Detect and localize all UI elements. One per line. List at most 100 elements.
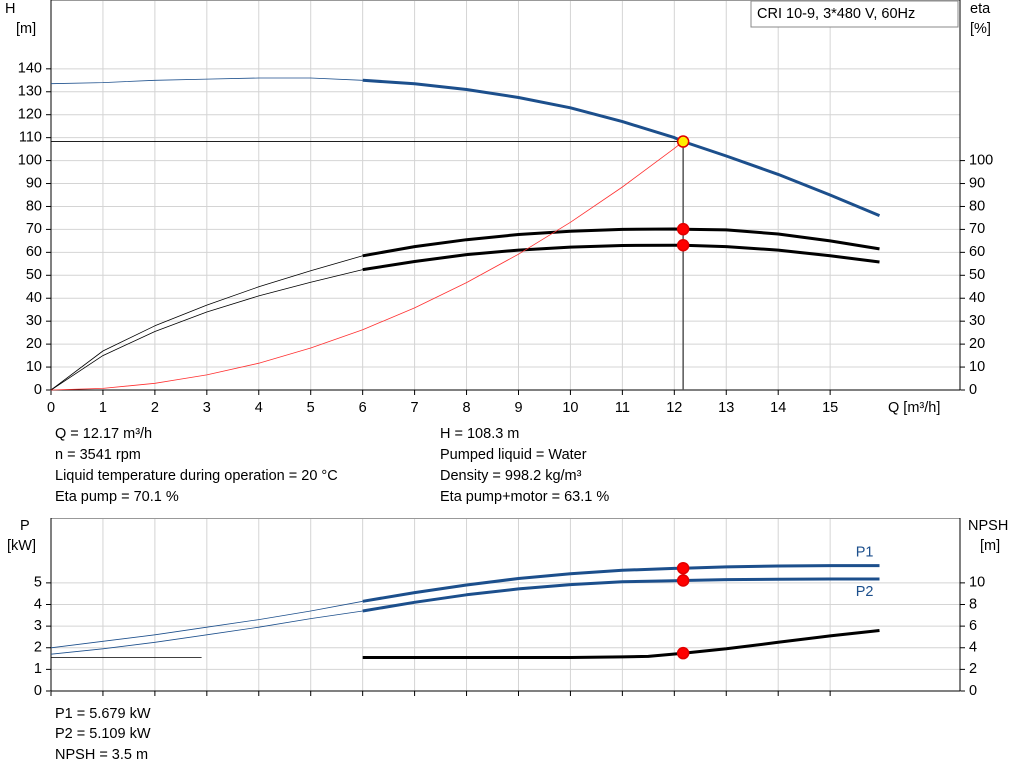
y2-axis-unit: [m] [980, 538, 1000, 554]
curve-thin [50, 141, 684, 391]
y2-tick-label: 90 [969, 175, 985, 191]
operating-info: Q = 12.17 m³/h n = 3541 rpm Liquid tempe… [55, 426, 609, 505]
y-tick-label: 120 [18, 107, 42, 123]
y2-tick-label: 8 [969, 596, 977, 612]
y-tick-label: 4 [34, 596, 42, 612]
y-tick-label: 130 [18, 84, 42, 100]
x-tick-label: 14 [770, 400, 786, 416]
y2-tick-label: 70 [969, 221, 985, 237]
y-tick-label: 5 [34, 575, 42, 591]
info-line: n = 3541 rpm [55, 447, 141, 463]
y2-tick-label: 50 [969, 267, 985, 283]
chart-title: CRI 10-9, 3*480 V, 60Hz [757, 6, 915, 22]
y2-tick-label: 6 [969, 618, 977, 634]
y-tick-label: 70 [26, 221, 42, 237]
info-line: Eta pump = 70.1 % [55, 489, 179, 505]
x-tick-label: 2 [151, 400, 159, 416]
info-line: Density = 998.2 kg/m³ [440, 468, 582, 484]
x-tick-label: 8 [463, 400, 471, 416]
info-line: Liquid temperature during operation = 20… [55, 468, 338, 484]
y-tick-label: 140 [18, 61, 42, 77]
info-line: H = 108.3 m [440, 426, 519, 442]
curve-thick [362, 243, 880, 272]
y2-tick-label: 10 [969, 359, 985, 375]
y-tick-label: 0 [34, 382, 42, 398]
plots: 0 1 2 3 4 5 6 7 8 9 10 11 12 13 14 15010203040506070809… [18, 0, 993, 699]
operating-point [676, 222, 690, 236]
info-line: Pumped liquid = Water [440, 447, 587, 463]
curve-thin [50, 269, 363, 391]
y2-tick-label: 0 [969, 683, 977, 699]
curve-thin [50, 600, 363, 649]
y-tick-label: 1 [34, 661, 42, 677]
y2-tick-label: 60 [969, 244, 985, 260]
y-tick-label: 20 [26, 336, 42, 352]
curve-thin [50, 610, 363, 655]
y2-tick-label: 80 [969, 198, 985, 214]
x-tick-label: 10 [562, 400, 578, 416]
y2-tick-label: 30 [969, 313, 985, 329]
x-tick-label: 7 [411, 400, 419, 416]
x-tick-label: 15 [822, 400, 838, 416]
y-axis-unit: [kW] [7, 538, 36, 554]
y-tick-label: 40 [26, 290, 42, 306]
y-tick-label: 30 [26, 313, 42, 329]
curve-thin [50, 77, 363, 85]
series-label: P1 [856, 544, 874, 560]
info-line: Eta pump+motor = 63.1 % [440, 489, 609, 505]
curve-thick [362, 227, 880, 258]
operating-point [676, 646, 690, 660]
y2-axis-unit: [%] [970, 21, 991, 37]
x-tick-label: 13 [718, 400, 734, 416]
y-tick-label: 3 [34, 618, 42, 634]
y-tick-label: 2 [34, 640, 42, 656]
y2-tick-label: 10 [969, 575, 985, 591]
series-label: P2 [856, 584, 874, 600]
y-tick-label: 100 [18, 152, 42, 168]
y-tick-label: 0 [34, 683, 42, 699]
info-line: NPSH = 3.5 m [55, 747, 148, 763]
y2-axis-label: NPSH [968, 518, 1008, 534]
y-tick-label: 50 [26, 267, 42, 283]
y-tick-label: 80 [26, 198, 42, 214]
y-tick-label: 90 [26, 175, 42, 191]
y-tick-label: 60 [26, 244, 42, 260]
y2-tick-label: 0 [969, 382, 977, 398]
curve-thick [362, 577, 880, 613]
info-line: Q = 12.17 m³/h [55, 426, 152, 442]
y-axis-label: H [5, 1, 15, 17]
curve-thick [362, 564, 880, 603]
operating-point [676, 135, 690, 148]
curve-thick [362, 78, 881, 217]
operating-point [676, 238, 690, 252]
y-tick-label: 10 [26, 359, 42, 375]
x-tick-label: 3 [203, 400, 211, 416]
y2-tick-label: 40 [969, 290, 985, 306]
x-tick-label: 4 [255, 400, 263, 416]
x-tick-label: 9 [514, 400, 522, 416]
curve-thick [362, 629, 880, 659]
x-tick-label: 6 [359, 400, 367, 416]
y-axis-label: P [20, 518, 30, 534]
x-tick-label: 11 [615, 400, 630, 416]
info-line: P2 = 5.109 kW [55, 726, 151, 742]
y2-tick-label: 4 [969, 640, 977, 656]
x-tick-label: 12 [666, 400, 682, 416]
operating-point [676, 574, 690, 587]
x-tick-label: 0 [47, 400, 55, 416]
y2-tick-label: 20 [969, 336, 985, 352]
x-tick-label: 1 [99, 400, 107, 416]
info-line: P1 = 5.679 kW [55, 706, 151, 722]
x-tick-label: 5 [307, 400, 315, 416]
y2-axis-label: eta [970, 1, 991, 17]
y2-tick-label: 2 [969, 661, 977, 677]
x-axis-label: Q [m³/h] [888, 400, 940, 416]
y-tick-label: 110 [19, 129, 42, 145]
operating-point [676, 561, 690, 575]
y2-tick-label: 100 [969, 152, 993, 168]
curve-thin [50, 255, 363, 391]
y-axis-unit: [m] [16, 21, 36, 37]
title-box [750, 0, 959, 28]
